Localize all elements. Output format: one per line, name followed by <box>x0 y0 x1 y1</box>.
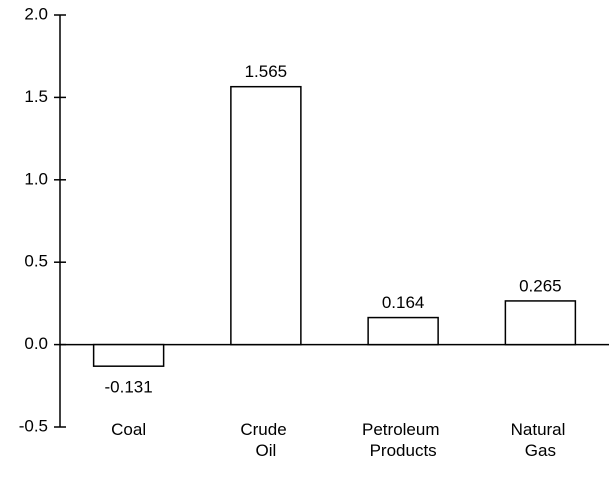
bar <box>230 85 302 346</box>
y-tick-label: 0.5 <box>24 252 48 271</box>
x-tick-label-line: Petroleum <box>362 420 444 439</box>
bar <box>367 316 439 346</box>
x-tick-label-line: Natural <box>511 420 571 439</box>
x-tick-label-line: Gas <box>525 441 556 460</box>
y-tick-label: 2.0 <box>24 4 48 23</box>
y-tick-label: 1.0 <box>24 169 48 188</box>
x-tick-label-line: Coal <box>111 420 146 439</box>
y-tick-label: 0.0 <box>24 334 48 353</box>
x-tick-label: Natural Gas <box>511 420 571 460</box>
x-tick-label-line: Products <box>370 441 437 460</box>
value-label: 1.565 <box>245 62 288 81</box>
bar <box>92 343 165 367</box>
x-tick-label-line: Oil <box>255 441 276 460</box>
value-label: 0.164 <box>382 293 425 312</box>
y-tick-label: -0.5 <box>19 416 48 435</box>
value-label: -0.131 <box>105 378 153 397</box>
bar <box>504 300 577 346</box>
x-tick-label: Petroleum Products <box>362 420 444 460</box>
x-tick-label: Coal <box>111 420 146 439</box>
x-tick-label-line: Crude <box>240 420 291 439</box>
value-label: 0.265 <box>519 276 562 295</box>
y-tick-label: 1.5 <box>24 87 48 106</box>
x-tick-label: Crude Oil <box>240 420 291 460</box>
